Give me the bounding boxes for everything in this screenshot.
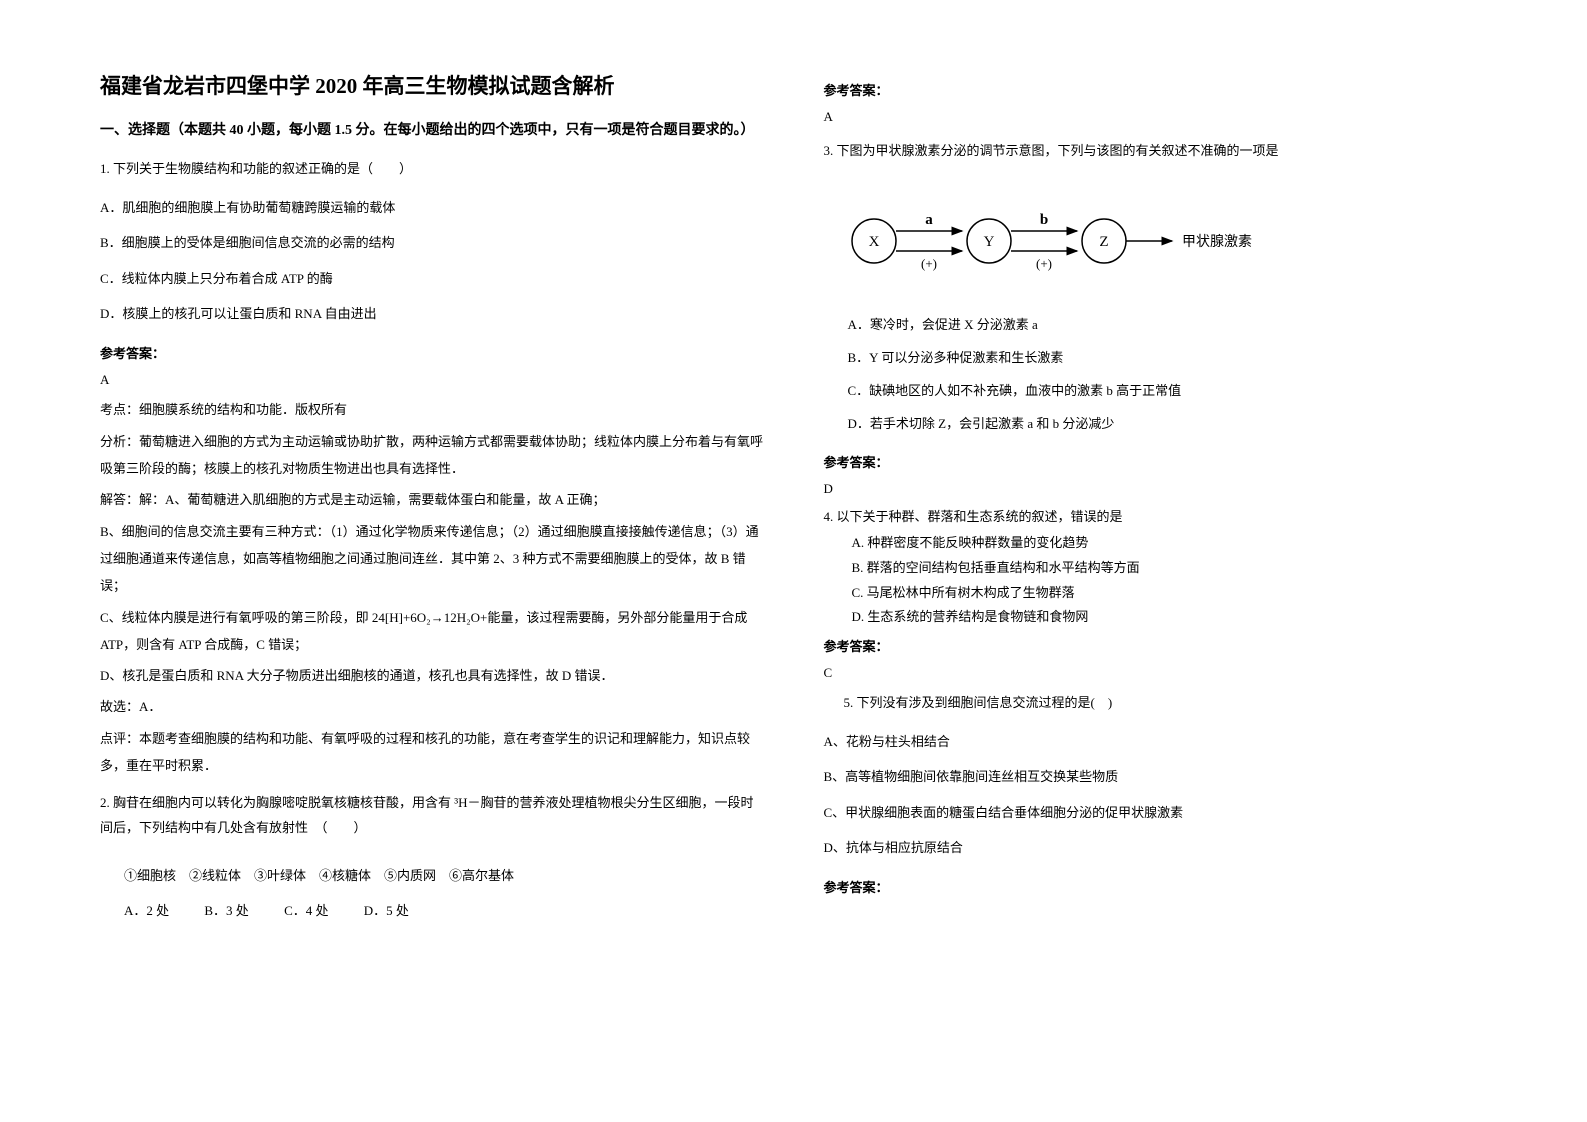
q1-stem: 1. 下列关于生物膜结构和功能的叙述正确的是（ ） xyxy=(100,157,764,182)
q3-option-b: B．Y 可以分泌多种促激素和生长激素 xyxy=(848,347,1488,366)
q3-option-d: D．若手术切除 Z，会引起激素 a 和 b 分泌减少 xyxy=(848,413,1488,432)
edge-label-a: a xyxy=(925,212,933,228)
q4-option-c: C. 马尾松林中所有树木构成了生物群落 xyxy=(824,581,1488,606)
output-label: 甲状腺激素 xyxy=(1182,233,1252,250)
q1-option-b: B．细胞膜上的受体是细胞间信息交流的必需的结构 xyxy=(100,231,764,254)
q2-answer: A xyxy=(824,109,1488,125)
q3-option-c: C．缺碘地区的人如不补充碘，血液中的激素 b 高于正常值 xyxy=(848,380,1488,399)
q2-option-a: A．2 处 xyxy=(124,903,169,918)
edge-sign-2: (+) xyxy=(1036,256,1052,271)
left-column: 福建省龙岩市四堡中学 2020 年高三生物模拟试题含解析 一、选择题（本题共 4… xyxy=(100,70,764,1082)
q1-solve-d: D、核孔是蛋白质和 RNA 大分子物质进出细胞核的通道，核孔也具有选择性，故 D… xyxy=(100,662,764,689)
q3-answer-label: 参考答案： xyxy=(824,452,1488,471)
q5-answer-label: 参考答案： xyxy=(824,877,1488,896)
q1-solve-c: C、线粒体内膜是进行有氧呼吸的第三阶段，即 24[H]+6O₂→12H₂O+能量… xyxy=(100,604,764,659)
thyroid-regulation-diagram: X a (+) Y b (+) Z 甲状腺激素 xyxy=(844,196,1264,286)
q1-option-d: D．核膜上的核孔可以让蛋白质和 RNA 自由进出 xyxy=(100,302,764,325)
page-title: 福建省龙岩市四堡中学 2020 年高三生物模拟试题含解析 xyxy=(100,70,764,100)
q3-stem: 3. 下图为甲状腺激素分泌的调节示意图，下列与该图的有关叙述不准确的一项是 xyxy=(824,139,1488,164)
right-column: 参考答案： A 3. 下图为甲状腺激素分泌的调节示意图，下列与该图的有关叙述不准… xyxy=(824,70,1488,1082)
q1-solve-b: B、细胞间的信息交流主要有三种方式：（1）通过化学物质来传递信息；（2）通过细胞… xyxy=(100,518,764,600)
q1-answer-label: 参考答案： xyxy=(100,343,764,362)
q1-option-a: A．肌细胞的细胞膜上有协助葡萄糖跨膜运输的载体 xyxy=(100,196,764,219)
q3-option-a: A．寒冷时，会促进 X 分泌激素 a xyxy=(848,314,1488,333)
node-y: Y xyxy=(983,234,994,250)
node-z: Z xyxy=(1099,234,1108,250)
node-x: X xyxy=(868,234,879,250)
edge-sign-1: (+) xyxy=(921,256,937,271)
q4-answer-label: 参考答案： xyxy=(824,636,1488,655)
q1-answer: A xyxy=(100,372,764,388)
q4-stem: 4. 以下关于种群、群落和生态系统的叙述，错误的是 xyxy=(824,505,1488,530)
q2-stem: 2. 胸苷在细胞内可以转化为胸腺嘧啶脱氧核糖核苷酸，用含有 ³H－胸苷的营养液处… xyxy=(100,791,764,840)
q4-answer: C xyxy=(824,665,1488,681)
q5-option-a: A、花粉与柱头相结合 xyxy=(824,730,1488,753)
q3-options: A．寒冷时，会促进 X 分泌激素 a B．Y 可以分泌多种促激素和生长激素 C．… xyxy=(824,314,1488,446)
q1-therefore: 故选：A． xyxy=(100,693,764,720)
q4-option-d: D. 生态系统的营养结构是食物链和食物网 xyxy=(824,605,1488,630)
q5-option-d: D、抗体与相应抗原结合 xyxy=(824,836,1488,859)
q3-diagram: X a (+) Y b (+) Z 甲状腺激素 xyxy=(844,196,1488,286)
q2-answer-label: 参考答案： xyxy=(824,80,1488,99)
section-header: 一、选择题（本题共 40 小题，每小题 1.5 分。在每小题给出的四个选项中，只… xyxy=(100,118,764,143)
q1-keypoint: 考点：细胞膜系统的结构和功能．版权所有 xyxy=(100,396,764,423)
edge-label-b: b xyxy=(1039,212,1047,228)
q3-answer: D xyxy=(824,481,1488,497)
q4-option-b: B. 群落的空间结构包括垂直结构和水平结构等方面 xyxy=(824,556,1488,581)
q1-review: 点评：本题考查细胞膜的结构和功能、有氧呼吸的过程和核孔的功能，意在考查学生的识记… xyxy=(100,725,764,780)
q2-option-d: D．5 处 xyxy=(364,903,409,918)
q1-option-c: C．线粒体内膜上只分布着合成 ATP 的酶 xyxy=(100,267,764,290)
q2-numbered-list: ①细胞核 ②线粒体 ③叶绿体 ④核糖体 ⑤内质网 ⑥高尔基体 xyxy=(100,865,764,884)
q5-option-b: B、高等植物细胞间依靠胞间连丝相互交换某些物质 xyxy=(824,765,1488,788)
q2-options-row: A．2 处 B．3 处 C．4 处 D．5 处 xyxy=(100,900,764,919)
q2-option-c: C．4 处 xyxy=(284,903,328,918)
q2-option-b: B．3 处 xyxy=(204,903,248,918)
q5-option-c: C、甲状腺细胞表面的糖蛋白结合垂体细胞分泌的促甲状腺激素 xyxy=(824,801,1488,824)
q5-stem: 5. 下列没有涉及到细胞间信息交流过程的是( ) xyxy=(824,691,1488,716)
q1-analysis: 分析：葡萄糖进入细胞的方式为主动运输或协助扩散，两种运输方式都需要载体协助；线粒… xyxy=(100,428,764,483)
q4-option-a: A. 种群密度不能反映种群数量的变化趋势 xyxy=(824,531,1488,556)
q1-solve-a: 解答：解：A、葡萄糖进入肌细胞的方式是主动运输，需要载体蛋白和能量，故 A 正确… xyxy=(100,486,764,513)
